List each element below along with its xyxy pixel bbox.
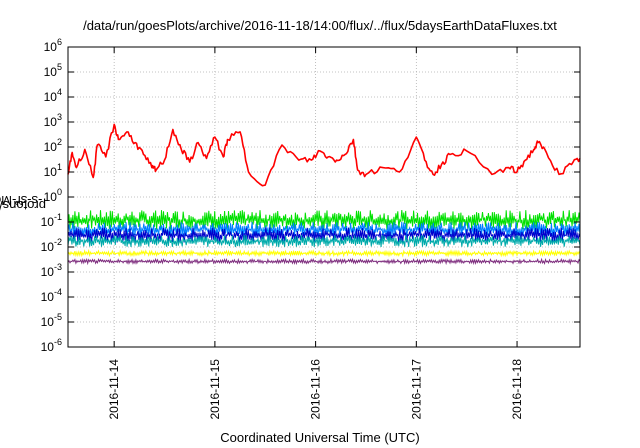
series-band-2 xyxy=(67,222,581,238)
x-tick-label: 2016-11-17 xyxy=(409,359,423,420)
series-band-group xyxy=(67,210,581,266)
y-tick-label: 101 xyxy=(44,162,62,179)
x-tick-label: 2016-11-18 xyxy=(510,359,524,420)
y-tick-label: 102 xyxy=(44,137,62,154)
series-band-4 xyxy=(67,235,581,248)
series-line-group xyxy=(67,123,581,187)
y-tick-label: 104 xyxy=(44,87,62,104)
x-tick-group: 2016-11-14 2016-11-15 2016-11-16 2016-11-17… xyxy=(107,47,524,420)
series-band-1 xyxy=(67,210,581,230)
y-tick-label: 10-2 xyxy=(41,237,62,254)
y-tick-group: 10-6 10-5 10-4 10-3 10-2 10-1 100 101 102 103 104 1… xyxy=(41,37,580,354)
series-line-1 xyxy=(67,123,581,187)
y-tick-label: 100 xyxy=(44,187,62,204)
y-tick-label: 10-5 xyxy=(41,312,62,329)
chart-title: /data/run/goesPlots/archive/2016-11-18/1… xyxy=(83,18,557,33)
x-axis-label: Coordinated Universal Time (UTC) xyxy=(220,430,420,445)
y-tick-label: 105 xyxy=(44,62,62,79)
y-tick-label: 10-3 xyxy=(41,262,62,279)
y-tick-label: 103 xyxy=(44,112,62,129)
grid-lines xyxy=(68,46,580,348)
series-band-6 xyxy=(67,257,581,266)
x-tick-label: 2016-11-14 xyxy=(107,359,121,420)
y-tick-label: 10-4 xyxy=(41,287,62,304)
series-band-5 xyxy=(67,248,581,258)
y-tick-label: 10-1 xyxy=(41,212,62,229)
x-tick-label: 2016-11-15 xyxy=(208,359,222,420)
y-tick-label: 10-6 xyxy=(41,337,62,354)
y-tick-label: 106 xyxy=(44,37,62,54)
x-tick-label: 2016-11-16 xyxy=(309,359,323,420)
